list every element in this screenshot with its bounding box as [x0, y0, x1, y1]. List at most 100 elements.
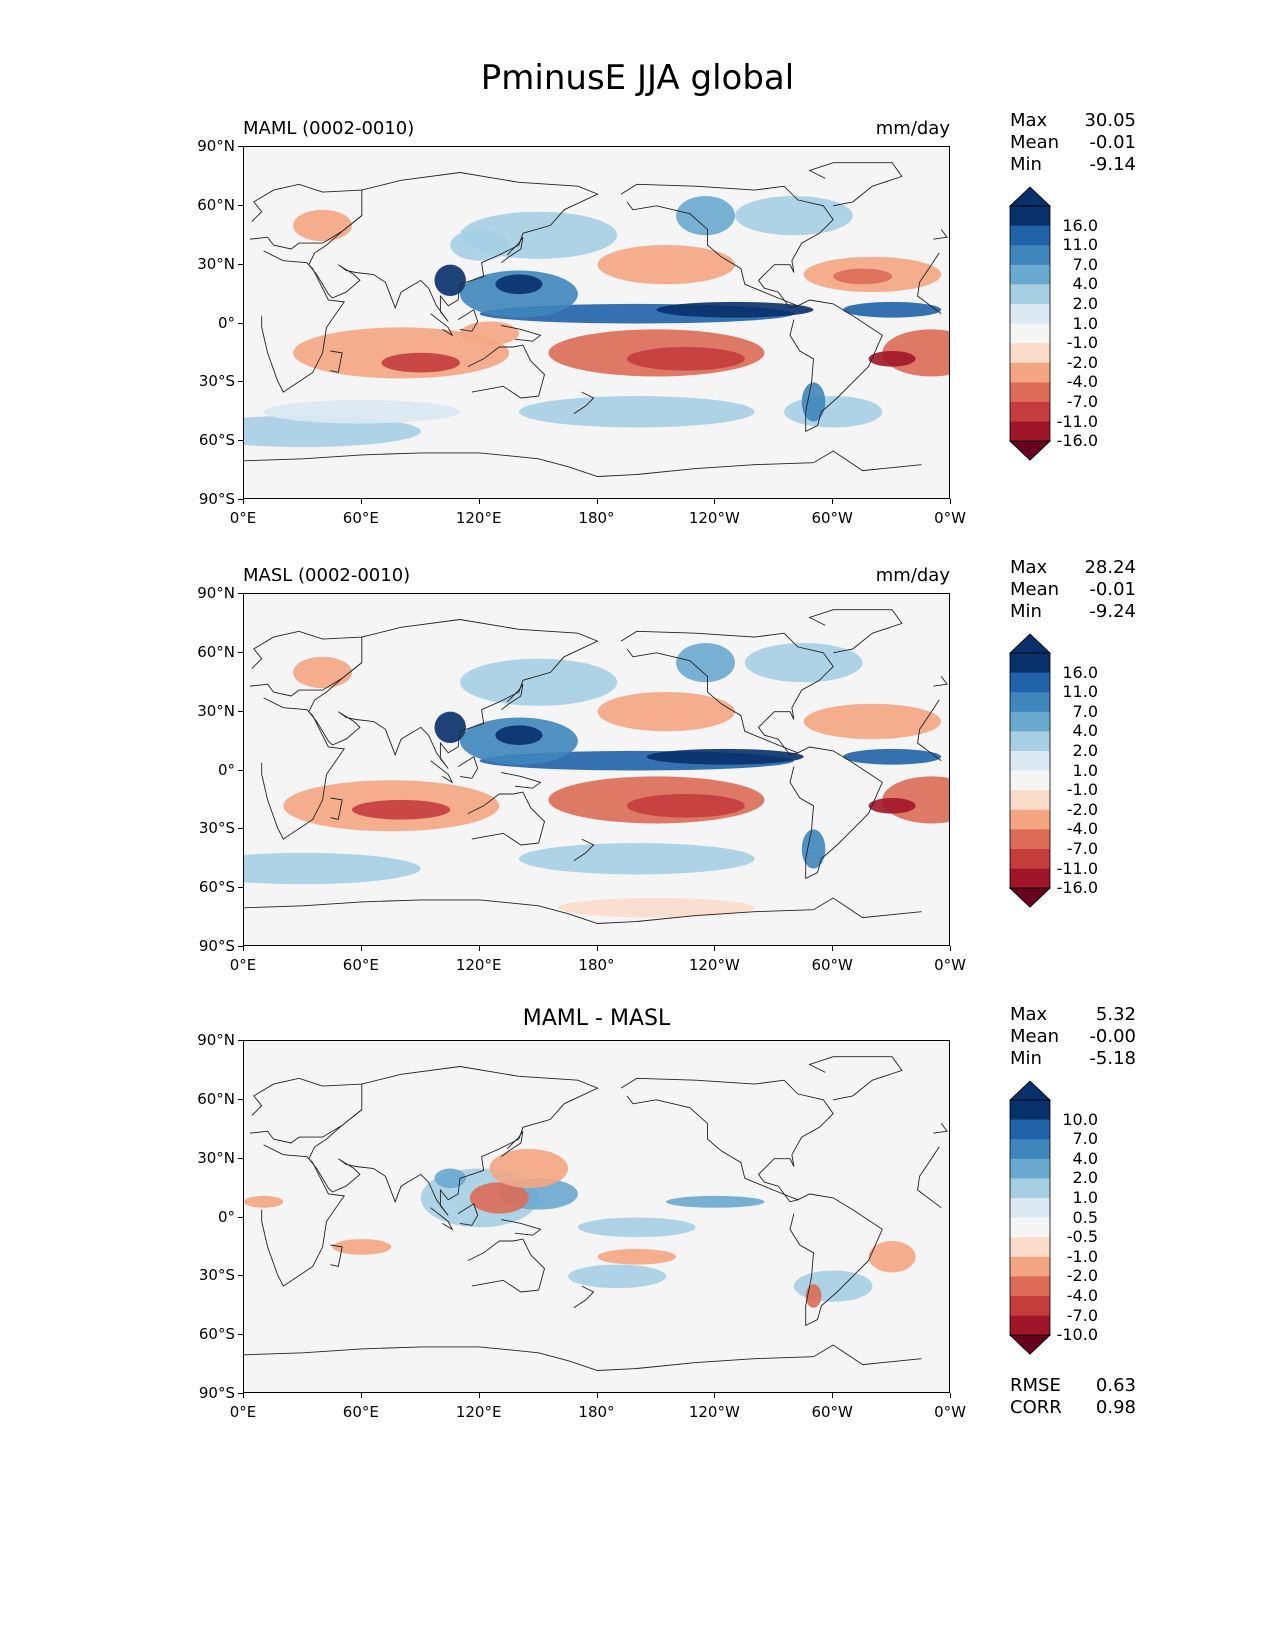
colorbar-bin — [1010, 731, 1050, 752]
stat-name: Max — [1010, 110, 1048, 131]
lon-tick-mark — [950, 946, 951, 951]
coastline — [330, 797, 343, 821]
coastline — [620, 630, 834, 756]
colorbar-bin — [1010, 790, 1050, 811]
positive-field-region — [793, 1270, 873, 1302]
negative-field-region — [332, 1239, 392, 1255]
coastline — [808, 1056, 903, 1101]
coastline — [457, 1203, 479, 1226]
lat-tick-label: 30°N — [197, 701, 235, 720]
lon-tick-label: 0°E — [229, 1403, 257, 1421]
coastline — [467, 1238, 546, 1293]
lon-tick-mark — [832, 1393, 834, 1398]
coastline — [430, 760, 454, 784]
coastline — [457, 309, 479, 332]
colorbar-bin — [1010, 1198, 1050, 1219]
stat-value: -9.14 — [1089, 154, 1136, 175]
colorbar-tick-label: 11.0 — [1062, 682, 1098, 702]
colorbar-bin — [1010, 1100, 1050, 1121]
lon-tick-label: 0°E — [229, 956, 257, 974]
extra-stats-block: RMSE 0.63 CORR 0.98 — [1010, 1375, 1136, 1419]
colorbar-tick-label: -1.0 — [1066, 1246, 1098, 1266]
colorbar-bin — [1010, 809, 1050, 830]
colorbar-tick-label: -10.0 — [1056, 1325, 1098, 1345]
stat-row: Mean -0.00 — [1010, 1026, 1136, 1048]
lat-tick-label: 60°N — [197, 642, 235, 661]
lon-tick-label: 180° — [578, 1403, 615, 1421]
colorbar-bin — [1010, 672, 1050, 693]
colorbar — [1009, 186, 1051, 461]
negative-field-region — [469, 1182, 529, 1214]
colorbar-bin — [1010, 1315, 1050, 1336]
positive-field-region — [656, 301, 814, 318]
positive-field-region — [460, 270, 578, 318]
stat-row: Min -5.18 — [1010, 1048, 1136, 1070]
colorbar-bin — [1010, 421, 1050, 442]
lat-tick-label: 90°S — [198, 937, 235, 955]
lon-tick-mark — [243, 1393, 244, 1398]
panel-units-label: mm/day — [875, 565, 950, 586]
lat-tick-label: 30°S — [198, 819, 235, 838]
colorbar-bin — [1010, 692, 1050, 713]
lat-tick-label: 30°N — [197, 1148, 235, 1167]
lat-tick-label: 0° — [217, 1207, 235, 1226]
coastline — [501, 683, 524, 711]
colorbar-tick-label: -7.0 — [1066, 1305, 1098, 1325]
colorbar-bin — [1010, 206, 1050, 227]
colorbar-bin — [1010, 1276, 1050, 1297]
lat-tick-label: 60°N — [197, 195, 235, 214]
lon-tick-label: 60°E — [342, 1403, 379, 1421]
colorbar-tick-label: 4.0 — [1072, 1148, 1098, 1168]
lon-tick-mark — [478, 499, 480, 504]
lon-tick-mark — [596, 499, 598, 504]
lon-tick-label: 60°W — [811, 509, 853, 527]
positive-field-region — [434, 264, 466, 297]
lon-tick-label: 60°E — [342, 956, 379, 974]
colorbar-extend-max — [1009, 186, 1051, 207]
lat-tick-mark — [238, 440, 243, 442]
colorbar-tick-label: 11.0 — [1062, 235, 1098, 255]
colorbar-tick-label: 4.0 — [1072, 274, 1098, 294]
positive-field-region — [568, 1264, 667, 1289]
colorbar-bin — [1010, 1139, 1050, 1160]
colorbar-tick-label: -7.0 — [1066, 392, 1098, 411]
stat-name: Min — [1010, 601, 1042, 622]
lat-tick-mark — [238, 1334, 243, 1336]
coastline — [620, 1077, 834, 1203]
lat-tick-mark — [238, 1157, 243, 1159]
colorbar-tick-label: 16.0 — [1062, 215, 1098, 235]
lat-tick-label: 90°S — [198, 490, 235, 508]
lon-tick-mark — [243, 946, 244, 951]
coastline — [501, 1219, 542, 1236]
map-canvas — [244, 609, 949, 924]
positive-field-region — [577, 1217, 696, 1238]
lat-tick-mark — [238, 1275, 243, 1277]
positive-field-region — [518, 843, 755, 875]
panel-title: MAML - MASL — [522, 1006, 671, 1031]
colorbar-tick-label: -16.0 — [1056, 878, 1098, 898]
stat-value: -5.18 — [1089, 1048, 1136, 1069]
stat-value: 0.63 — [1095, 1375, 1136, 1396]
lat-tick-label: 90°N — [197, 137, 235, 155]
stat-name: RMSE — [1010, 1375, 1061, 1396]
coastline — [573, 391, 595, 415]
stats-block: Max 5.32 Mean -0.00 Min -5.18 — [1010, 1004, 1136, 1070]
colorbar-tick-label: -2.0 — [1066, 799, 1098, 819]
stat-row: RMSE 0.63 — [1010, 1375, 1136, 1397]
coastline — [261, 697, 942, 840]
negative-field-region — [626, 794, 745, 818]
lat-tick-mark — [238, 593, 243, 594]
lon-tick-label: 0°W — [934, 509, 966, 527]
coastline — [573, 1285, 595, 1309]
negative-field-region — [352, 799, 451, 820]
lat-tick-mark — [238, 651, 243, 653]
lon-tick-label: 120°W — [688, 509, 740, 527]
stat-row: Mean -0.01 — [1010, 579, 1136, 601]
coastline — [457, 756, 479, 779]
colorbar-tick-label: 1.0 — [1072, 313, 1098, 333]
colorbar-bin — [1010, 284, 1050, 305]
lat-tick-mark — [238, 1216, 243, 1218]
colorbar-tick-label: 7.0 — [1072, 1129, 1098, 1149]
negative-field-region — [803, 703, 942, 740]
lon-tick-label: 60°E — [342, 509, 379, 527]
